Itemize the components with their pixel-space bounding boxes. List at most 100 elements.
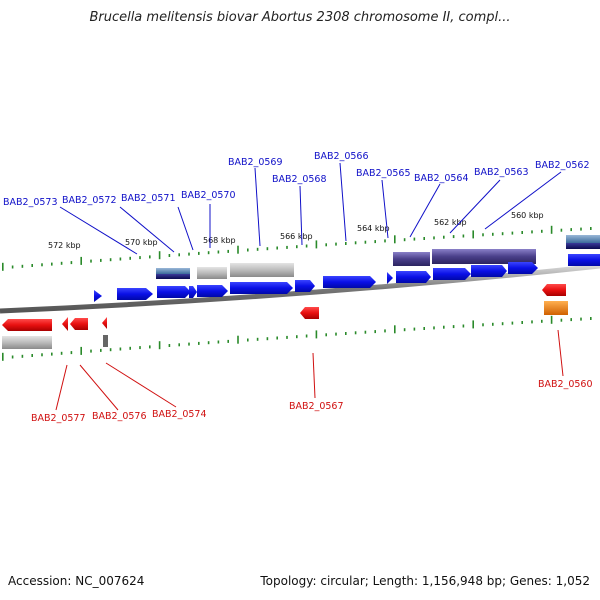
purple-feature[interactable] [432,249,536,264]
minor-tick [198,251,200,255]
scale-label-560: 560 kbp [511,211,544,220]
minor-tick [482,323,484,327]
minor-tick [403,238,406,242]
reverse-cds-arrow[interactable] [70,318,88,330]
minor-tick [374,240,376,244]
upper-feature-track [156,235,600,279]
gene-label-BAB2_0560[interactable]: BAB2_0560 [538,379,593,390]
reverse-cds-track [2,284,566,331]
gene-label-BAB2_0562[interactable]: BAB2_0562 [535,160,590,171]
reverse-cds-arrow[interactable] [102,317,107,329]
forward-cds-arrow[interactable] [508,262,538,274]
minor-tick [276,336,278,340]
reverse-cds-arrow[interactable] [62,317,68,331]
dark-gray-feature[interactable] [103,335,108,347]
minor-tick [482,233,484,237]
gene-label-BAB2_0577[interactable]: BAB2_0577 [31,413,86,424]
minor-tick [188,252,190,256]
minor-tick [492,232,494,236]
major-tick [315,240,318,249]
major-tick [2,262,4,271]
gene-label-BAB2_0576[interactable]: BAB2_0576 [92,411,147,422]
minor-tick [296,245,298,249]
gene-label-BAB2_0573[interactable]: BAB2_0573 [3,197,58,208]
scale-label-564: 564 kbp [357,224,390,233]
minor-tick [531,320,533,324]
gene-label-BAB2_0570[interactable]: BAB2_0570 [181,190,236,201]
navy-feature[interactable] [156,274,190,279]
gene-label-BAB2_0571[interactable]: BAB2_0571 [121,193,176,204]
scale-label-568: 568 kbp [203,236,236,245]
gray-feature[interactable] [2,336,52,349]
forward-cds-arrow[interactable] [197,285,228,297]
forward-cds-arrow[interactable] [568,254,600,266]
minor-tick [217,340,220,344]
minor-tick [423,237,425,240]
gray-feature[interactable] [230,263,294,277]
minor-tick [325,333,327,337]
minor-tick [511,321,514,325]
reverse-cds-arrow[interactable] [300,307,319,319]
gene-label-BAB2_0574[interactable]: BAB2_0574 [152,409,207,420]
reverse-tick-row [2,315,592,361]
major-tick [158,251,161,260]
major-tick [237,245,239,254]
forward-cds-arrow[interactable] [295,280,315,292]
minor-tick [139,256,141,260]
minor-tick [433,236,435,240]
forward-cds-arrow[interactable] [387,272,393,284]
gene-label-BAB2_0563[interactable]: BAB2_0563 [474,167,529,178]
minor-tick [168,254,171,257]
minor-tick [168,344,171,347]
minor-tick [364,240,367,244]
minor-tick [51,352,53,356]
navy-feature[interactable] [566,243,600,249]
major-tick [2,352,4,361]
minor-tick [531,230,533,234]
forward-cds-arrow[interactable] [433,268,471,280]
minor-tick [335,242,337,246]
forward-cds-arrow[interactable] [189,286,197,298]
forward-cds-arrow[interactable] [396,271,431,283]
gene-label-BAB2_0566[interactable]: BAB2_0566 [314,151,369,162]
gene-label-BAB2_0569[interactable]: BAB2_0569 [228,157,283,168]
map-title: Brucella melitensis biovar Abortus 2308 … [89,10,511,25]
minor-tick [109,258,112,262]
gene-label-BAB2_0564[interactable]: BAB2_0564 [414,173,469,184]
gray-feature[interactable] [197,267,227,279]
gene-label-BAB2_0565[interactable]: BAB2_0565 [356,168,411,179]
minor-tick [492,322,494,326]
reverse-leaders [55,329,564,411]
forward-cds-arrow[interactable] [230,282,293,294]
reverse-cds-arrow[interactable] [2,319,52,331]
forward-cds-arrow[interactable] [117,288,153,300]
minor-tick [21,354,24,358]
minor-tick [129,346,131,350]
minor-tick [590,227,592,230]
minor-tick [227,249,229,253]
minor-tick [501,232,504,236]
minor-tick [354,241,357,245]
minor-tick [51,262,53,266]
gene-label-BAB2_0572[interactable]: BAB2_0572 [62,195,117,206]
steel-feature[interactable] [156,268,190,274]
minor-tick [560,228,563,232]
orange-feature[interactable] [544,301,568,315]
minor-tick [227,339,229,343]
reverse-cds-arrow[interactable] [542,284,566,296]
forward-cds-arrow[interactable] [323,276,376,288]
forward-cds-arrow[interactable] [94,290,102,302]
forward-cds-arrow[interactable] [157,286,191,298]
minor-tick [443,325,445,329]
forward-leaders [59,162,562,255]
minor-tick [188,342,190,346]
gene-label-BAB2_0567[interactable]: BAB2_0567 [289,401,344,412]
minor-tick [70,351,73,355]
minor-tick [296,335,298,339]
reverse-gene-labels: BAB2_0577 BAB2_0576 BAB2_0574 BAB2_0567 … [31,379,593,424]
purple-feature[interactable] [393,252,430,266]
minor-tick [207,251,210,255]
forward-cds-arrow[interactable] [471,265,507,277]
gene-label-BAB2_0568[interactable]: BAB2_0568 [272,174,327,185]
steel-feature[interactable] [566,235,600,243]
